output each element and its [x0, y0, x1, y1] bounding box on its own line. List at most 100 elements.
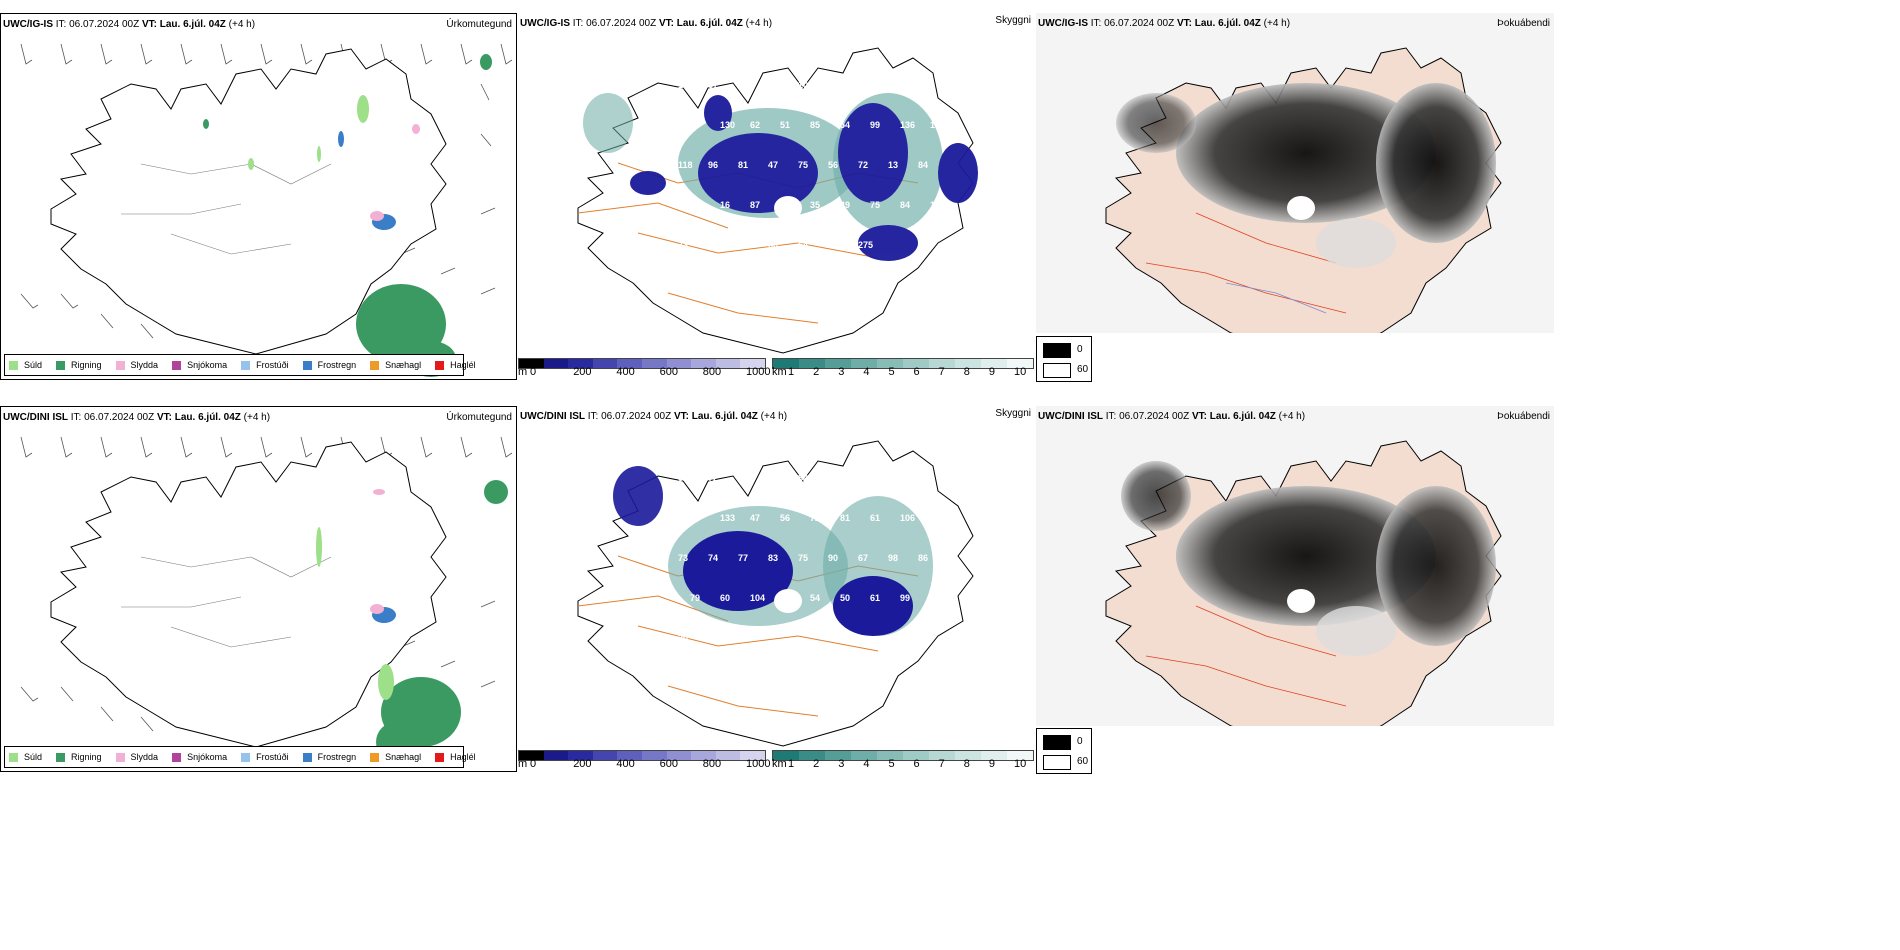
colorbar-tick-label: 2 — [813, 366, 820, 378]
cloud-value-label: 61 — [768, 80, 778, 90]
cloud-value-label: 61 — [870, 593, 880, 603]
colorbar-segment — [715, 359, 741, 368]
cloud-value-label: 106 — [900, 513, 915, 523]
colorbar-segment — [666, 359, 692, 368]
fog-low-swatch — [1043, 735, 1071, 750]
cloud-areas — [583, 93, 978, 261]
precip-legend: Súld Rigning Slydda Snjókoma Frostúði Fr… — [4, 354, 476, 376]
legend-swatch — [56, 752, 66, 762]
cloud-value-label: 83 — [690, 120, 700, 130]
panel-header: UWC/IG-IS IT: 06.07.2024 00Z VT: Lau. 6.… — [520, 18, 773, 29]
cloud-value-label: 54 — [810, 593, 820, 603]
cloud-value-label: 20 — [678, 633, 688, 643]
colorbar-tick-label: 800 — [702, 758, 722, 770]
visibility-colorbar-top — [772, 358, 1034, 369]
colorbar-tick-label: 7 — [938, 366, 945, 378]
colorbar-tick-label: 5 — [888, 366, 895, 378]
colorbar-segment — [955, 359, 981, 368]
cloudbase-unit: m — [518, 758, 528, 770]
colorbar-tick-label: 10 — [1014, 758, 1027, 770]
cloud-value-label: 61 — [870, 513, 880, 523]
colorbar-segment — [519, 359, 544, 368]
colorbar-segment — [592, 359, 618, 368]
cloud-value-label: 81 — [738, 160, 748, 170]
legend-item: Slydda — [115, 360, 158, 370]
cloud-value-label: 98 — [888, 553, 898, 563]
colorbar-tick-label: 200 — [573, 366, 592, 378]
cloud-value-label: 75 — [798, 160, 808, 170]
precip-map-top — [20, 43, 513, 377]
legend-item: Snjókoma — [172, 360, 227, 370]
cloud-value-label: 82 — [798, 473, 808, 483]
colorbar-segment — [740, 359, 765, 368]
colorbar-segment — [543, 751, 569, 760]
visibility-unit: km — [772, 366, 787, 378]
cloud-value-label: 35 — [810, 200, 820, 210]
cloud-value-label: 90 — [780, 200, 790, 210]
panel-header: UWC/DINI ISL IT: 06.07.2024 00Z VT: Lau.… — [1038, 411, 1306, 422]
colorbar-segment — [641, 751, 667, 760]
precip-type-panel-top: UWC/IG-IS IT: 06.07.2024 00Z VT: Lau. 6.… — [0, 13, 517, 380]
cloud-value-labels: 62 72 85 130 82 74 80 91 63 98 133 47 56 72 81 61 106 71 7… — [678, 473, 940, 643]
cloud-value-label: 59 — [738, 240, 748, 250]
cloud-value-label: 50 — [840, 593, 850, 603]
cloud-value-label: 73 — [678, 553, 688, 563]
cloud-value-label: 136 — [900, 120, 915, 130]
legend-item: Frostregn — [302, 360, 356, 370]
legend-swatch — [115, 360, 125, 370]
cloud-value-label: 63 — [918, 473, 928, 483]
colorbar-tick-label: 0 — [530, 758, 537, 770]
colorbar-segment — [666, 751, 692, 760]
cloud-value-label: 49 — [840, 200, 850, 210]
cloud-value-label: 80 — [858, 473, 868, 483]
cloud-value-label: 130 — [768, 473, 783, 483]
panel-title: Þokuábendi — [1497, 411, 1550, 422]
panel-title: Skyggni — [995, 408, 1031, 419]
fog-legend-top: 0 60 — [1036, 336, 1092, 382]
precip-legend: Súld Rigning Slydda Snjókoma Frostúði Fr… — [4, 746, 476, 768]
cloud-value-label: 130 — [720, 120, 735, 130]
panel-header: UWC/IG-IS IT: 06.07.2024 00Z VT: Lau. 6.… — [3, 19, 256, 30]
cloud-value-label: 90 — [828, 553, 838, 563]
legend-swatch — [435, 752, 445, 762]
cloud-value-label: 72 — [810, 513, 820, 523]
legend-item: Snæhagl — [370, 360, 421, 370]
cloud-value-label: 85 — [810, 120, 820, 130]
colorbar-tick-label: 4 — [863, 758, 870, 770]
legend-item: Rigning — [56, 360, 102, 370]
colorbar-tick-label: 600 — [659, 366, 678, 378]
cloud-value-label: 47 — [750, 513, 760, 523]
cloud-value-label: 62 — [678, 473, 688, 483]
cloud-value-label: 16 — [828, 80, 838, 90]
cloud-value-label: 75 — [870, 200, 880, 210]
cloud-value-label: 99 — [900, 593, 910, 603]
colorbar-segment — [929, 359, 955, 368]
colorbar-tick-label: 1 — [788, 758, 795, 770]
colorbar-tick-label: 1000 — [746, 366, 771, 378]
colorbar-tick-label: 5 — [888, 758, 895, 770]
cloud-value-label: 67 — [858, 553, 868, 563]
legend-item: Súld — [9, 360, 42, 370]
legend-swatch — [302, 752, 312, 762]
colorbar-segment — [543, 359, 569, 368]
cloud-value-label: 103 — [690, 200, 705, 210]
colorbar-tick-label: 9 — [988, 758, 995, 770]
cloud-value-label: 47 — [768, 160, 778, 170]
cloud-value-label: 91 — [888, 473, 898, 483]
cloud-value-label: 62 — [750, 120, 760, 130]
cloud-value-label: 84 — [900, 200, 910, 210]
legend-swatch — [172, 752, 182, 762]
cloud-value-label: 77 — [738, 553, 748, 563]
legend-item: Frostúði — [241, 360, 289, 370]
cloud-value-label: 96 — [708, 160, 718, 170]
colorbar-segment — [825, 359, 851, 368]
cloud-value-label: 134 — [930, 120, 945, 130]
colorbar-segment — [799, 359, 825, 368]
cloud-value-label: 105 — [798, 80, 813, 90]
fog-map-top — [1036, 13, 1554, 333]
cloudbase-colorbar-bottom — [518, 750, 766, 761]
legend-item: Slydda — [115, 752, 158, 762]
colorbar-tick-label: 9 — [988, 366, 995, 378]
cloud-value-label: 104 — [750, 593, 765, 603]
cloudbase-unit: m — [518, 366, 528, 378]
